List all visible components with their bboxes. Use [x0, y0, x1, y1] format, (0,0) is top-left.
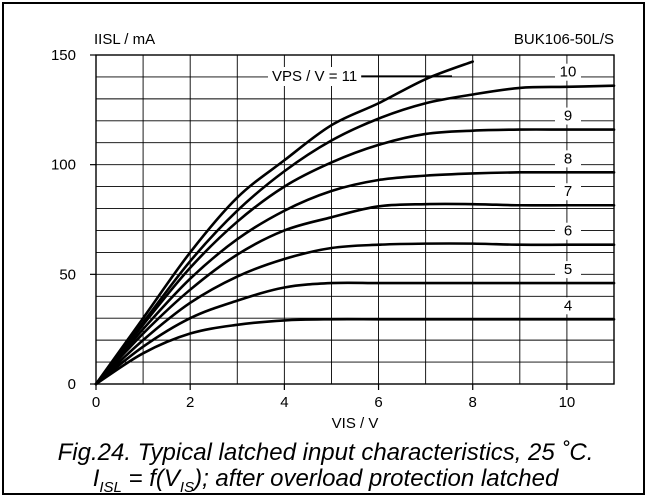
- curve-label-vps-7: 7: [564, 183, 572, 200]
- series-line-vps-7: [94, 202, 616, 386]
- caption-line2-sub1: ISL: [99, 478, 122, 496]
- y-tick-label: 100: [51, 157, 76, 174]
- caption-line2-suffix: ); after overload protection latched: [194, 465, 559, 492]
- series-line-vps-10: [94, 84, 616, 386]
- curve-label-vps-4: 4: [564, 297, 572, 314]
- series-param-label-bg: [268, 67, 362, 86]
- series-line-vps-9: [94, 128, 616, 386]
- x-tick-label: 4: [280, 394, 288, 411]
- grid: [96, 55, 614, 384]
- curve-label-bg: [555, 107, 581, 125]
- caption-line-2: IISL = f(VIS); after overload protection…: [0, 466, 651, 501]
- series-line-vps-5: [94, 281, 616, 386]
- series-line-vps-8: [94, 170, 616, 386]
- series-line-vps-11: [94, 60, 475, 386]
- caption-line-1: Fig.24. Typical latched input characteri…: [57, 439, 594, 466]
- plot-border: [95, 54, 615, 385]
- chart-labels: VPS / V = 11 10 9 8 7 6 5 4: [268, 63, 581, 315]
- series-line-vps-4: [94, 317, 616, 386]
- curve-label-vps-8: 8: [564, 150, 572, 167]
- y-tick-label: 0: [68, 376, 76, 393]
- x-tick-label: 2: [186, 394, 194, 411]
- caption-line2-sub2: IS: [179, 478, 195, 496]
- curve-label-vps-6: 6: [564, 223, 572, 240]
- series-param-label: VPS / V = 11: [272, 68, 357, 85]
- y-axis-label: IISL / mA: [94, 31, 155, 48]
- curve-label-vps-9: 9: [564, 108, 572, 125]
- x-tick-label: 0: [92, 394, 100, 411]
- curve-label-bg: [555, 222, 581, 240]
- y-tick-label: 50: [59, 266, 76, 283]
- device-label: BUK106-50L/S: [514, 31, 614, 48]
- curve-label-vps-10: 10: [560, 64, 577, 81]
- curve-label-vps-5: 5: [564, 261, 572, 278]
- caption-line2-prefix: I: [92, 465, 100, 492]
- curve-label-bg: [555, 150, 581, 168]
- caption-line2-mid: = f(V: [121, 465, 180, 492]
- x-tick-label: 8: [469, 394, 477, 411]
- series-line-vps-6: [94, 242, 616, 386]
- y-tick-label: 150: [51, 47, 76, 64]
- x-axis-label: VIS / V: [332, 415, 379, 432]
- curve-label-bg: [555, 183, 581, 201]
- curve-label-bg: [555, 261, 581, 279]
- x-tick-label: 6: [374, 394, 382, 411]
- x-tick-label: 10: [559, 394, 576, 411]
- curve-label-bg: [555, 297, 581, 315]
- series-lines: [94, 60, 616, 386]
- curve-label-bg: [555, 63, 581, 81]
